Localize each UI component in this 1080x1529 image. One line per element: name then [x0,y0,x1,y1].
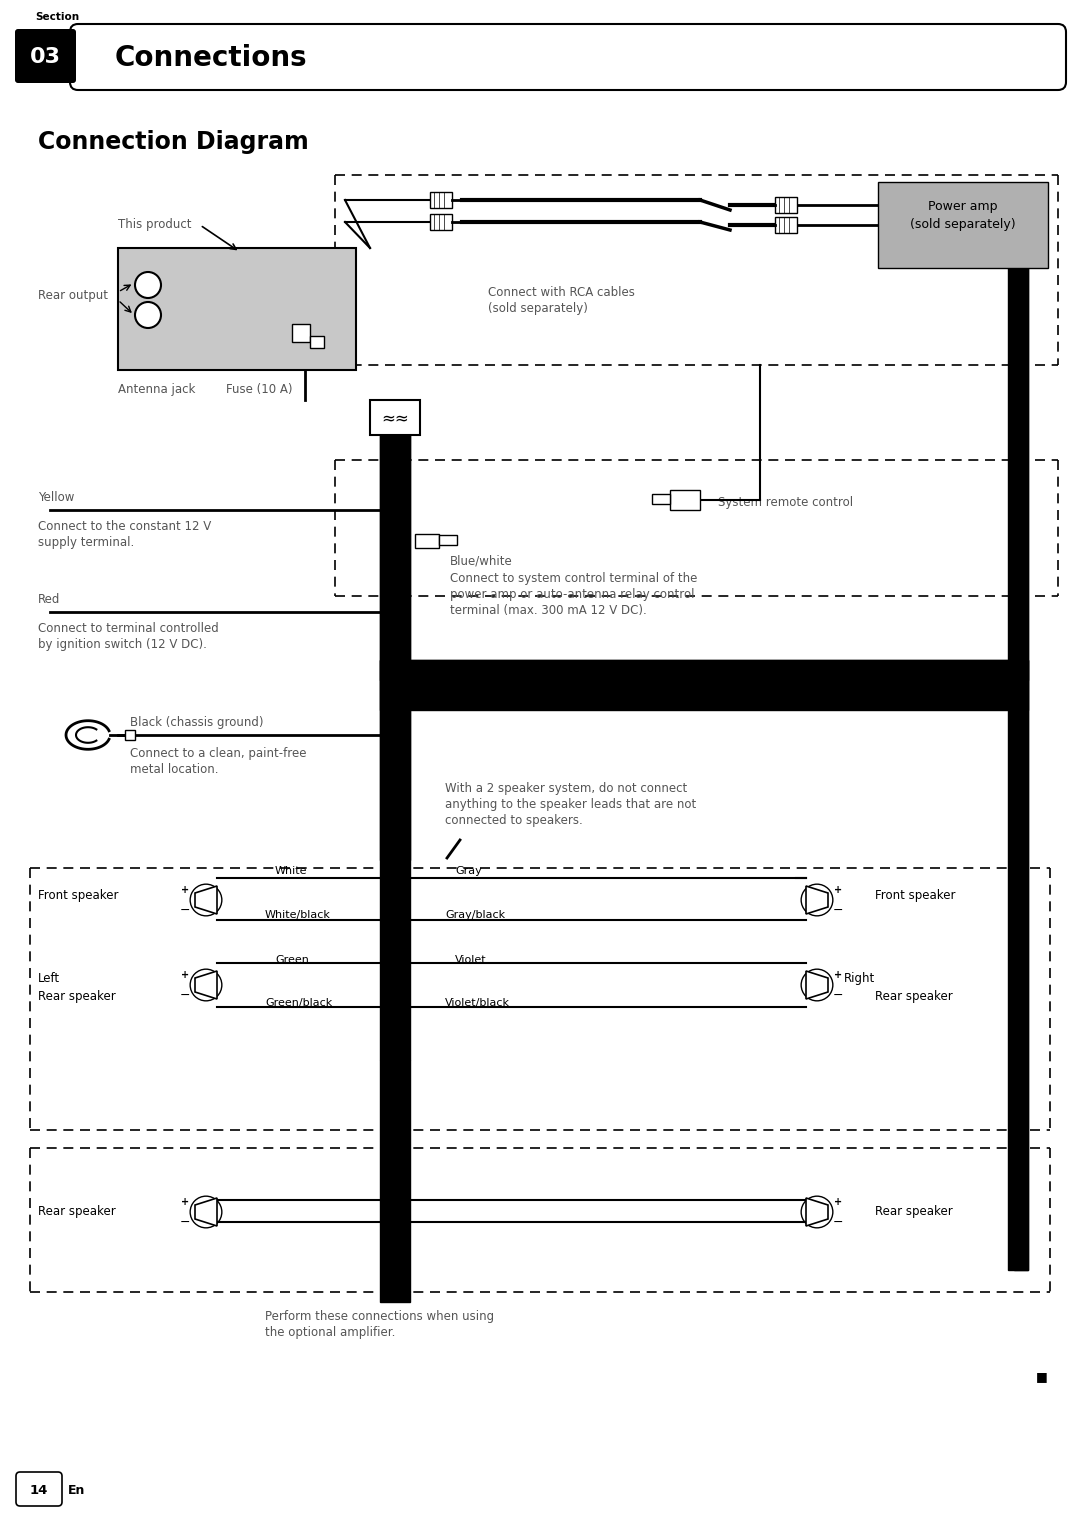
Text: Left: Left [38,972,60,985]
Text: −: − [833,1216,843,1228]
Bar [652,494,670,505]
Text: Connect to a clean, paint-free: Connect to a clean, paint-free [130,748,307,760]
Text: by ignition switch (12 V DC).: by ignition switch (12 V DC). [38,638,207,651]
Text: 03: 03 [29,47,60,67]
Text: Gray/black: Gray/black [445,910,505,920]
Text: (sold separately): (sold separately) [488,303,588,315]
Text: −: − [833,989,843,1001]
Text: +: + [834,1197,842,1206]
Circle shape [135,272,161,298]
Text: −: − [179,989,190,1001]
Text: With a 2 speaker system, do not connect: With a 2 speaker system, do not connect [445,781,687,795]
Text: Yellow: Yellow [38,491,75,505]
Text: Red: Red [38,593,60,605]
Polygon shape [806,885,828,914]
Text: Rear speaker: Rear speaker [38,1205,116,1219]
Text: +: + [834,969,842,980]
Text: Gray: Gray [455,865,482,876]
Text: (sold separately): (sold separately) [910,219,1016,231]
Bar [430,214,453,229]
Text: Connect to terminal controlled: Connect to terminal controlled [38,622,219,635]
Text: White: White [275,865,308,876]
Text: −: − [179,1216,190,1228]
Text: Rear speaker: Rear speaker [38,989,116,1003]
Text: Green: Green [275,956,309,965]
Polygon shape [1008,248,1028,1271]
Text: Violet: Violet [455,956,487,965]
Text: Connect with RCA cables: Connect with RCA cables [488,286,635,300]
FancyBboxPatch shape [70,24,1066,90]
Text: metal location.: metal location. [130,763,218,777]
Polygon shape [380,434,410,680]
Text: Rear speaker: Rear speaker [875,989,953,1003]
Text: ≈≈: ≈≈ [381,408,409,427]
Text: connected to speakers.: connected to speakers. [445,813,583,827]
Text: the optional amplifier.: the optional amplifier. [265,1326,395,1339]
Text: Fuse (10 A): Fuse (10 A) [226,382,293,396]
Text: −: − [179,904,190,916]
Polygon shape [380,1060,410,1303]
Bar [878,182,1048,268]
Text: Connection Diagram: Connection Diagram [38,130,309,154]
Text: −: − [833,904,843,916]
Polygon shape [806,971,828,998]
Polygon shape [380,434,410,1060]
Bar [415,534,438,547]
Text: En: En [68,1483,85,1497]
Text: Section: Section [35,12,79,21]
Polygon shape [195,885,217,914]
Text: +: + [834,885,842,894]
Polygon shape [195,1199,217,1226]
Bar [292,324,310,342]
Text: Antenna jack: Antenna jack [118,382,195,396]
Text: power amp or auto-antenna relay control: power amp or auto-antenna relay control [450,589,694,601]
Text: Connect to system control terminal of the: Connect to system control terminal of th… [450,572,698,586]
Text: Violet/black: Violet/black [445,998,510,1008]
Text: Rear output: Rear output [38,289,108,301]
Text: supply terminal.: supply terminal. [38,537,134,549]
Text: Front speaker: Front speaker [38,888,119,902]
Text: Power amp: Power amp [928,200,998,213]
Bar [430,193,453,208]
Bar [670,489,700,511]
Text: Rear speaker: Rear speaker [875,1205,953,1219]
Bar [125,729,135,740]
Text: White/black: White/black [265,910,330,920]
Polygon shape [380,680,410,859]
Text: This product: This product [118,219,191,231]
Text: Black (chassis ground): Black (chassis ground) [130,716,264,729]
Text: Right: Right [843,972,875,985]
Text: Perform these connections when using: Perform these connections when using [265,1310,495,1323]
Text: ■: ■ [1036,1370,1048,1384]
Polygon shape [1014,248,1028,1271]
Text: terminal (max. 300 mA 12 V DC).: terminal (max. 300 mA 12 V DC). [450,604,647,618]
Text: Green/black: Green/black [265,998,333,1008]
Polygon shape [195,971,217,998]
Circle shape [135,303,161,329]
Text: +: + [181,1197,189,1206]
Text: System remote control: System remote control [718,495,853,509]
Bar [118,248,356,370]
Text: 14: 14 [30,1483,49,1497]
Polygon shape [806,1199,828,1226]
Text: anything to the speaker leads that are not: anything to the speaker leads that are n… [445,798,697,810]
Bar [370,401,420,434]
Polygon shape [380,661,1028,680]
Bar [775,197,797,213]
Text: Blue/white: Blue/white [450,555,513,567]
Text: +: + [181,885,189,894]
Bar [775,217,797,232]
Text: Connections: Connections [114,44,308,72]
Text: Connect to the constant 12 V: Connect to the constant 12 V [38,520,212,534]
Polygon shape [380,661,1028,709]
Bar [310,336,324,349]
Bar [438,535,457,544]
Text: +: + [181,969,189,980]
FancyBboxPatch shape [16,1472,62,1506]
Text: Front speaker: Front speaker [875,888,956,902]
FancyBboxPatch shape [15,29,76,83]
